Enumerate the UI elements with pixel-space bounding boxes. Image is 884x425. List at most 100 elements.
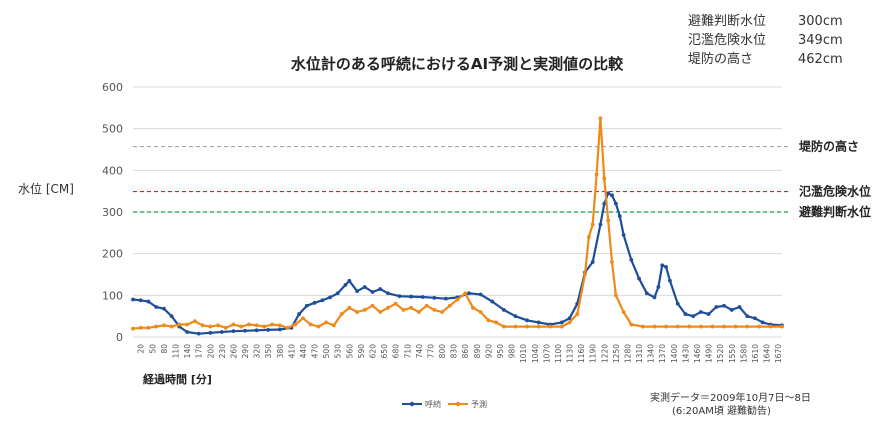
data-note: 実測データ＝2009年10月7日～8日 (6:20AM頃 避難勧告)	[650, 392, 811, 418]
data-point	[471, 305, 475, 310]
data-point	[617, 214, 622, 219]
data-point	[598, 222, 603, 227]
data-point	[200, 323, 205, 328]
x-tick-label: 740	[415, 344, 424, 359]
reference-line-label: 避難判断水位	[799, 204, 871, 219]
legend-marker	[409, 401, 415, 407]
x-tick-label: 770	[426, 344, 435, 359]
y-tick-label: 0	[116, 331, 123, 344]
reference-line-label: 堤防の高さ	[799, 139, 859, 154]
data-point	[567, 320, 572, 325]
data-point	[664, 265, 669, 269]
x-tick-label: 980	[508, 344, 517, 359]
legend-marker	[455, 401, 461, 407]
x-tick-label: 1520	[716, 344, 725, 363]
data-point	[455, 297, 460, 302]
data-point	[606, 191, 611, 196]
data-point	[270, 322, 274, 327]
data-point	[644, 291, 649, 296]
data-point	[575, 312, 580, 316]
data-point	[652, 324, 657, 329]
data-point	[629, 322, 634, 327]
x-tick-label: 680	[392, 344, 401, 359]
data-point	[370, 290, 375, 294]
data-point	[169, 314, 174, 319]
data-point	[131, 297, 135, 302]
x-tick-label: 1010	[519, 344, 528, 363]
y-tick-label: 600	[102, 81, 123, 94]
legend: 呼続 予測	[402, 399, 487, 409]
data-point	[675, 301, 680, 306]
data-point	[664, 324, 669, 329]
x-tick-label: 80	[160, 344, 169, 354]
data-point	[254, 328, 259, 333]
data-note-line1: 実測データ＝2009年10月7日～8日	[650, 393, 811, 404]
info-row-evacuation: 避難判断水位 300cm	[688, 12, 843, 31]
data-point	[780, 324, 784, 329]
data-point	[501, 308, 506, 312]
data-point	[386, 305, 390, 310]
info-value: 300cm	[798, 14, 843, 29]
data-point	[138, 298, 143, 303]
x-tick-label: 50	[148, 344, 157, 354]
data-point	[729, 308, 734, 312]
data-point	[613, 293, 618, 298]
data-point	[602, 176, 607, 181]
chart-title: 水位計のある呼続におけるAI予測と実測値の比較	[290, 55, 624, 73]
data-point	[362, 285, 367, 289]
info-label: 堤防の高さ	[688, 52, 754, 67]
data-point	[154, 305, 159, 309]
data-point	[525, 318, 529, 323]
data-point	[285, 325, 290, 330]
y-tick-label: 400	[102, 164, 123, 177]
data-point	[231, 329, 236, 334]
data-point	[610, 260, 614, 264]
data-point	[169, 324, 174, 329]
x-tick-label: 1490	[705, 344, 714, 363]
data-point	[297, 312, 302, 316]
x-tick-label: 650	[380, 344, 389, 359]
data-point	[185, 322, 189, 327]
data-point	[467, 291, 471, 296]
x-tick-label: 1670	[774, 344, 783, 363]
y-tick-label: 300	[102, 206, 123, 219]
series-line	[132, 192, 783, 335]
water-level-info: 避難判断水位 300cm 氾濫危険水位 349cm 堤防の高さ 462cm	[688, 12, 843, 69]
chart-title-wrap: 水位計のある呼続におけるAI予測と実測値の比較	[0, 53, 884, 74]
data-point	[335, 291, 340, 296]
data-point	[745, 324, 750, 329]
data-point	[486, 318, 491, 323]
data-point	[621, 310, 626, 314]
data-point	[208, 330, 213, 335]
data-point	[733, 324, 738, 329]
data-point	[262, 324, 267, 329]
y-tick-label: 200	[102, 248, 123, 261]
data-point	[610, 193, 614, 198]
data-point	[501, 324, 506, 329]
data-point	[698, 310, 703, 314]
data-point	[154, 324, 159, 329]
x-tick-label: 170	[195, 344, 204, 359]
x-tick-label: 1130	[566, 344, 575, 363]
x-tick-label: 1640	[763, 344, 772, 363]
x-tick-label: 140	[183, 344, 192, 359]
x-tick-label: 860	[461, 344, 470, 359]
data-point	[722, 303, 726, 308]
x-tick-label: 1220	[600, 344, 609, 363]
data-point	[304, 303, 309, 308]
info-value: 349cm	[798, 33, 843, 48]
data-point	[254, 323, 259, 328]
data-point	[277, 327, 282, 332]
data-point	[131, 326, 135, 331]
data-point	[590, 222, 595, 227]
x-tick-label: 890	[473, 344, 482, 359]
data-point	[347, 278, 352, 283]
data-point	[567, 316, 572, 321]
data-point	[162, 306, 166, 311]
data-point	[409, 305, 414, 310]
x-tick-label: 1280	[623, 344, 632, 363]
data-point	[386, 291, 390, 296]
data-point	[362, 308, 367, 312]
